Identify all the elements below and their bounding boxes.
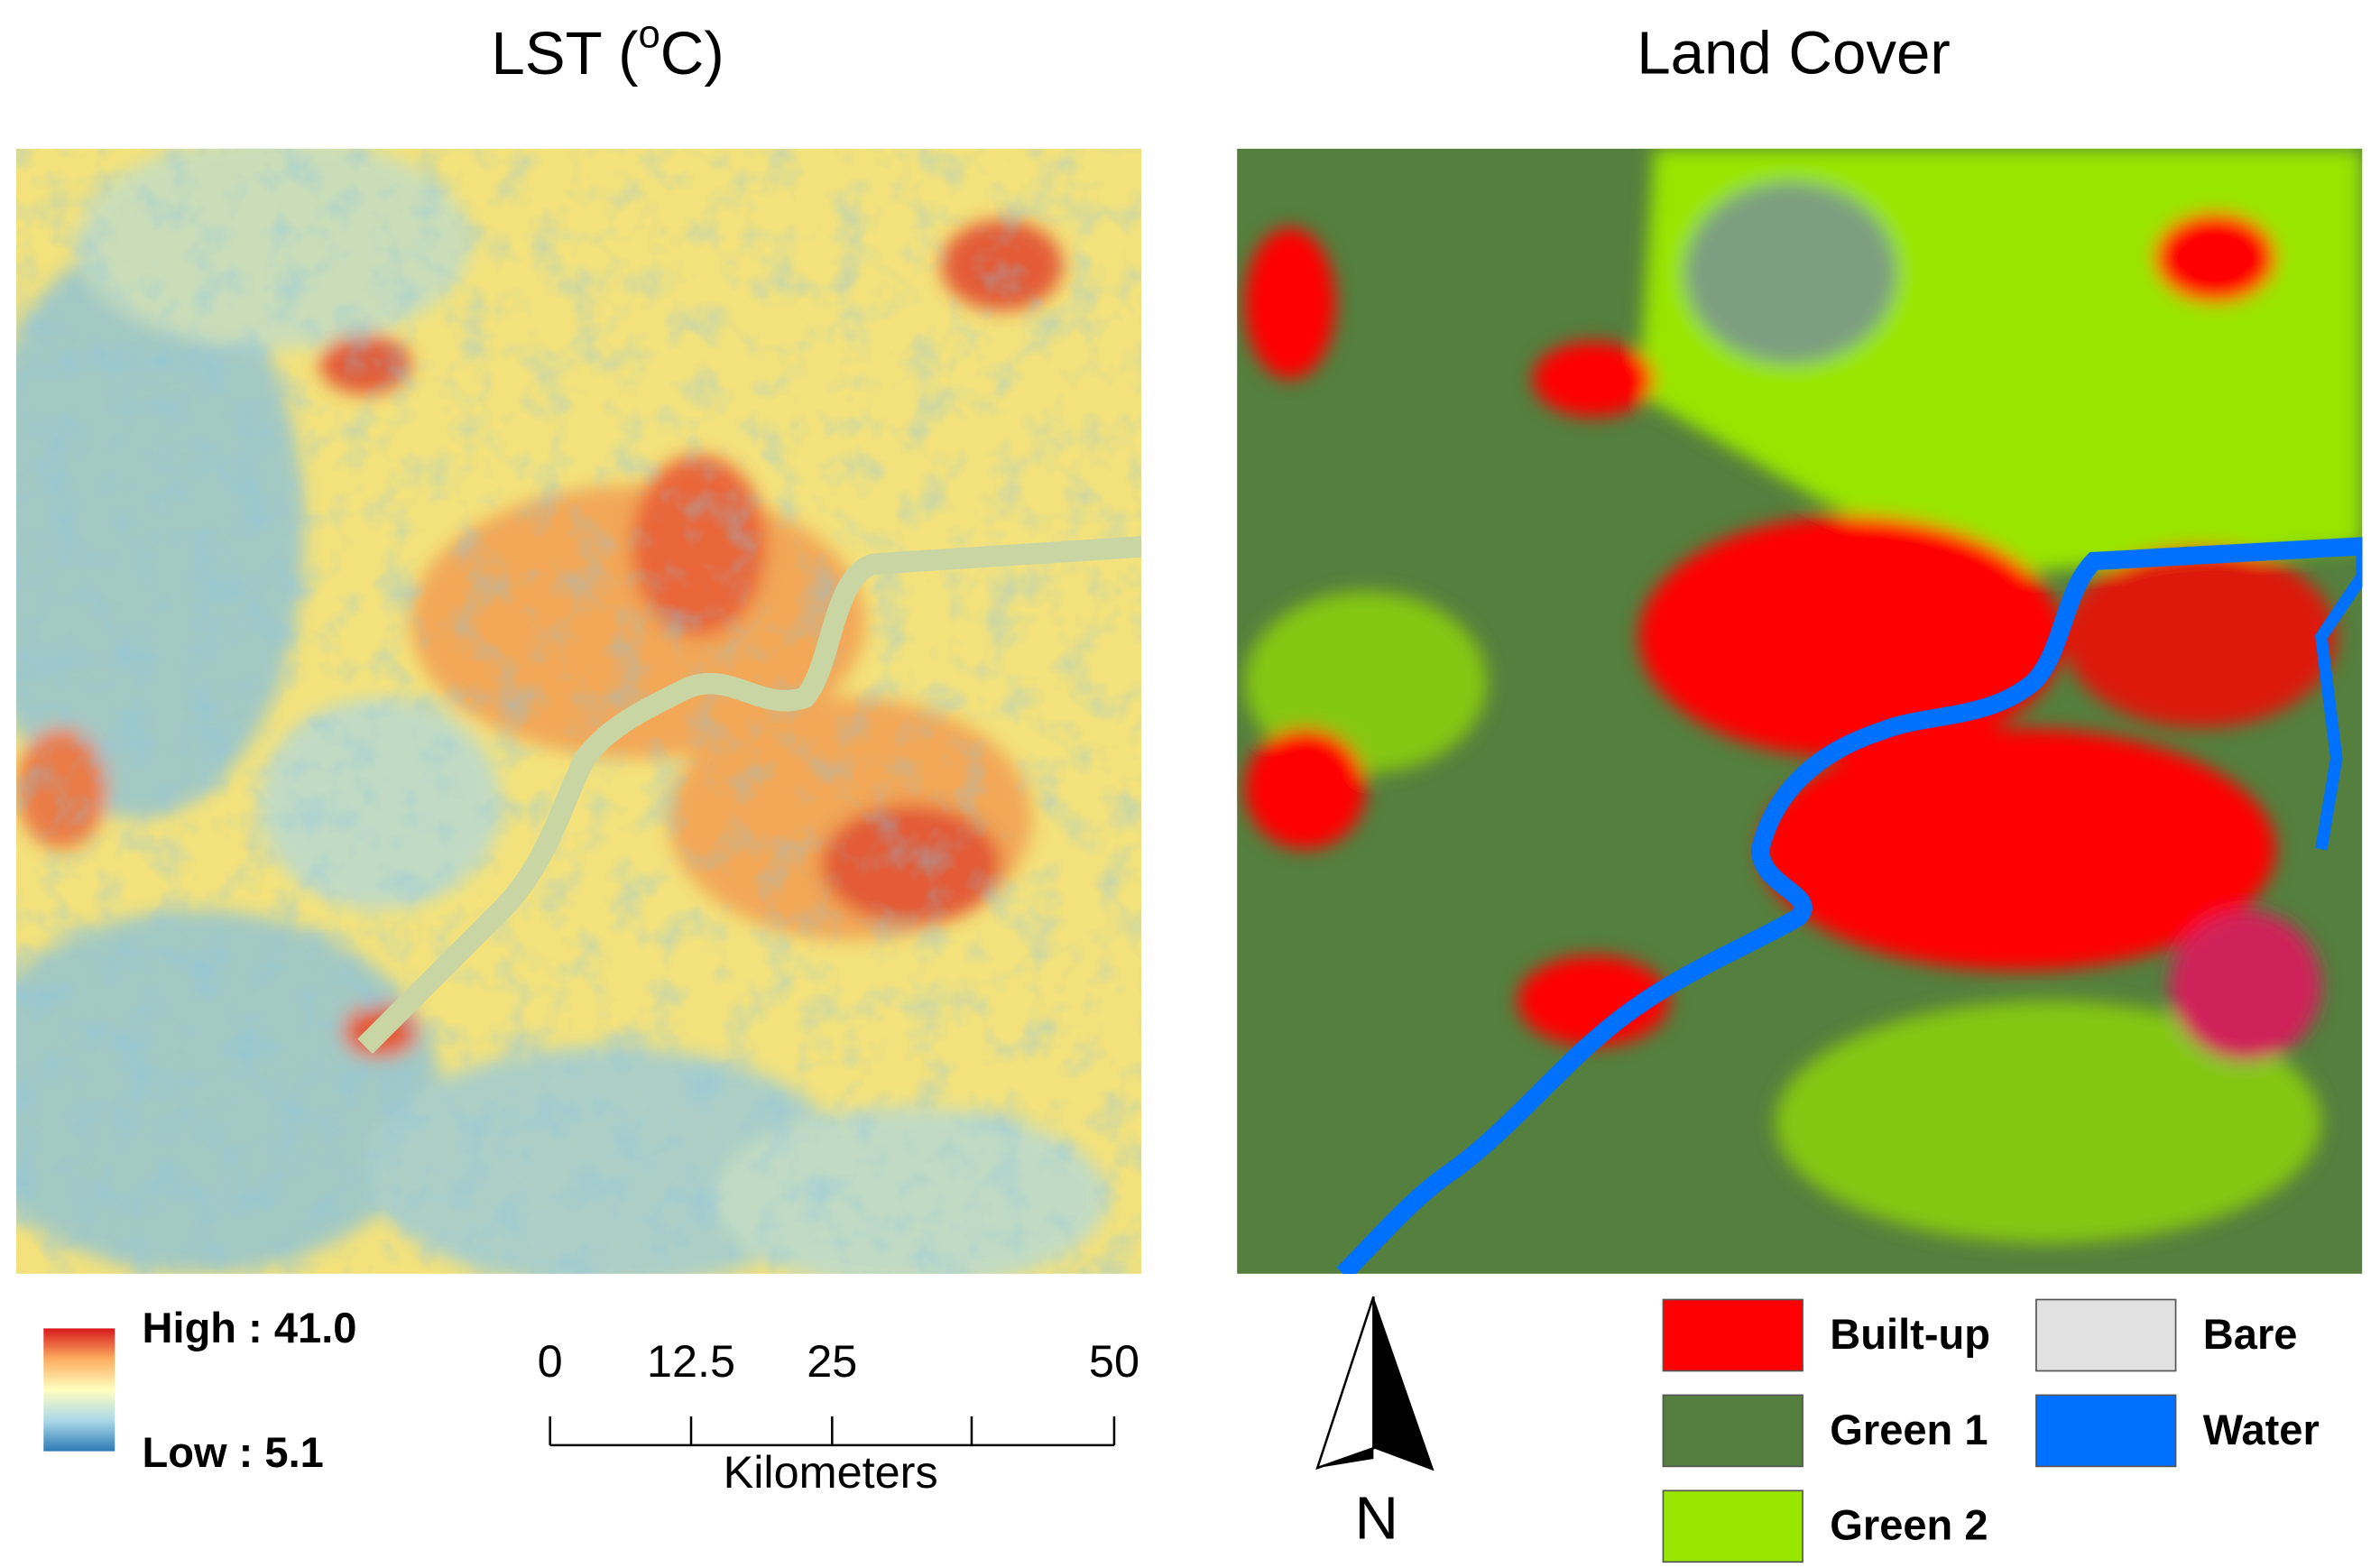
- scale-unit: Kilometers: [724, 1446, 938, 1498]
- scale-tick-label: 50: [1089, 1335, 1139, 1387]
- lst-color-ramp: [43, 1328, 115, 1452]
- scale-tick-label: 25: [807, 1335, 857, 1387]
- legend-label: Water: [2203, 1406, 2320, 1453]
- legend-swatch: [2035, 1298, 2177, 1372]
- legend-swatch: [2035, 1394, 2177, 1468]
- legend-high: High : 41.0: [143, 1304, 357, 1351]
- legend-swatch: [1662, 1394, 1803, 1468]
- legend-label: Green 2: [1830, 1501, 1988, 1549]
- north-label: N: [1354, 1484, 1398, 1552]
- land-cover-legend: Built-up Green 1 Green 2 Bare Water: [1662, 1298, 2320, 1563]
- land-cover-title: Land Cover: [1637, 20, 1951, 88]
- legend-swatch: [1662, 1490, 1803, 1563]
- lst-map: [16, 148, 1142, 1274]
- legend-label: Green 1: [1830, 1406, 1988, 1453]
- legend-label: Built-up: [1830, 1310, 1990, 1358]
- north-arrow: N: [1315, 1296, 1434, 1552]
- legend-label: Bare: [2203, 1310, 2298, 1358]
- lst-title: LST (oC): [491, 12, 724, 88]
- scale-bar: Kilometers 0 12.5 25 50: [538, 1335, 1139, 1498]
- legend-low: Low : 5.1: [143, 1428, 324, 1476]
- land-cover-map: [1237, 148, 2363, 1274]
- scale-tick-label: 0: [538, 1335, 563, 1387]
- legend-swatch: [1662, 1298, 1803, 1372]
- scale-tick-label: 12.5: [647, 1335, 735, 1387]
